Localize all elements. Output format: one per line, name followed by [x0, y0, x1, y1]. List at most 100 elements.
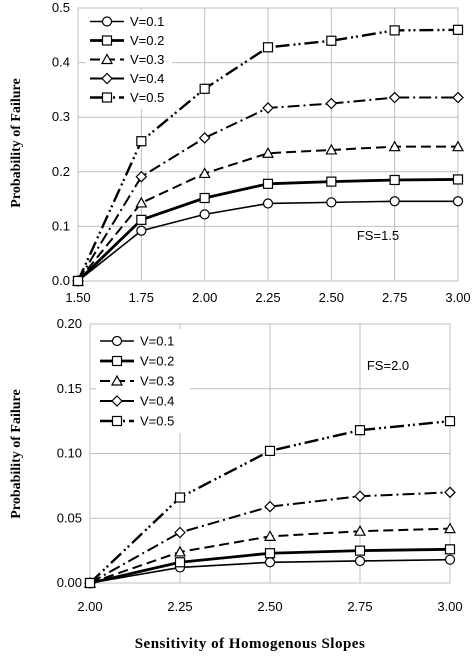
- legend-label: V=0.2: [140, 354, 174, 369]
- legend-item: V=0.4: [90, 71, 164, 86]
- data-point: [261, 147, 275, 158]
- data-point: [444, 486, 456, 499]
- data-point: [84, 577, 96, 589]
- data-point: [389, 25, 400, 36]
- data-point: [354, 545, 366, 556]
- data-point: [451, 140, 465, 152]
- legend-item: V=0.3: [100, 374, 174, 389]
- legend-item: V=0.4: [100, 394, 174, 409]
- x-axis-label: Sensitivity of Homogenous Slopes: [135, 636, 366, 652]
- y-tick-label: 0.4: [52, 55, 70, 70]
- fs-annotation: FS=1.5: [357, 228, 399, 243]
- data-point: [452, 174, 464, 185]
- legend-marker: [111, 355, 123, 367]
- series-v-0-2: [72, 174, 464, 287]
- x-tick-label: 2.25: [167, 599, 192, 614]
- legend-label: V=0.3: [140, 374, 174, 389]
- legend-marker: [101, 35, 113, 46]
- legend-item: V=0.5: [100, 414, 174, 429]
- data-point: [199, 209, 210, 220]
- legend-marker: [111, 395, 123, 407]
- data-point: [353, 524, 367, 536]
- data-point: [326, 35, 337, 46]
- series-line: [89, 419, 451, 584]
- x-tick-label: 2.25: [255, 290, 280, 305]
- legend-box: [86, 10, 172, 109]
- legend-box: [96, 329, 190, 433]
- legend-marker: [110, 374, 124, 386]
- y-tick-label: 0.2: [52, 164, 70, 179]
- data-point: [174, 492, 186, 503]
- data-point: [444, 416, 456, 427]
- data-point: [135, 196, 148, 208]
- legend-marker: [111, 335, 123, 347]
- legend-item: V=0.2: [90, 33, 164, 48]
- data-point: [263, 530, 277, 541]
- legend: V=0.1 V=0.2 V=0.3 V=0.4 V=0.5: [96, 329, 190, 433]
- legend-marker: [100, 53, 114, 65]
- data-point: [136, 214, 147, 225]
- legend-label: V=0.1: [140, 334, 174, 349]
- data-point: [452, 196, 464, 207]
- data-point: [136, 225, 147, 236]
- data-point: [264, 500, 276, 513]
- data-point: [262, 178, 274, 189]
- data-point: [452, 24, 464, 35]
- data-point: [325, 143, 338, 155]
- data-point: [72, 275, 84, 287]
- series-v-0-3: [71, 140, 465, 286]
- data-point: [199, 192, 210, 204]
- legend-item: V=0.3: [90, 52, 164, 67]
- data-point: [198, 132, 211, 144]
- series-v-0-5: [84, 416, 456, 589]
- legend-label: V=0.5: [140, 414, 174, 429]
- legend-item: V=0.1: [100, 334, 174, 349]
- legend-label: V=0.1: [130, 14, 164, 29]
- data-point: [262, 102, 274, 114]
- data-point: [174, 526, 186, 539]
- data-point: [198, 167, 211, 179]
- data-point: [264, 548, 276, 559]
- y-tick-label: 0.0: [52, 273, 70, 288]
- x-tick-label: 2.00: [192, 290, 217, 305]
- x-tick-label: 2.75: [347, 599, 372, 614]
- series-line: [89, 491, 451, 584]
- data-point: [326, 176, 337, 187]
- data-point: [262, 42, 274, 53]
- data-point: [444, 554, 456, 565]
- legend-label: V=0.3: [130, 52, 164, 67]
- y-tick-label: 0.5: [52, 0, 70, 15]
- data-point: [389, 196, 400, 207]
- data-point: [444, 544, 456, 555]
- x-tick-label: 1.50: [65, 290, 90, 305]
- legend: V=0.1 V=0.2 V=0.3 V=0.4 V=0.5: [86, 10, 172, 109]
- legend-marker: [101, 72, 113, 85]
- legend-item: V=0.5: [90, 90, 164, 105]
- legend-label: V=0.4: [130, 71, 164, 86]
- y-axis-label-bottom: Probability of Failure: [9, 389, 24, 518]
- y-tick-label: 0.00: [57, 575, 82, 590]
- data-point: [388, 91, 401, 104]
- y-tick-label: 0.1: [52, 218, 70, 233]
- data-point: [326, 197, 337, 208]
- data-point: [354, 555, 366, 567]
- x-tick-label: 2.00: [77, 599, 102, 614]
- fs-annotation: FS=2.0: [367, 358, 409, 373]
- x-tick-label: 3.00: [437, 599, 462, 614]
- data-point: [262, 198, 274, 209]
- data-point: [354, 425, 366, 436]
- data-point: [325, 97, 338, 110]
- x-tick-label: 2.50: [257, 599, 282, 614]
- y-tick-label: 0.05: [57, 510, 82, 525]
- series-v-0-1: [72, 196, 464, 287]
- data-point: [443, 522, 457, 534]
- x-tick-label: 1.75: [129, 290, 154, 305]
- y-tick-label: 0.15: [57, 381, 82, 396]
- legend-item: V=0.2: [100, 354, 174, 369]
- y-tick-label: 0.10: [57, 446, 82, 461]
- data-point: [136, 136, 147, 147]
- y-tick-label: 0.3: [52, 109, 70, 124]
- legend-item: V=0.1: [90, 14, 164, 29]
- legend-label: V=0.2: [130, 33, 164, 48]
